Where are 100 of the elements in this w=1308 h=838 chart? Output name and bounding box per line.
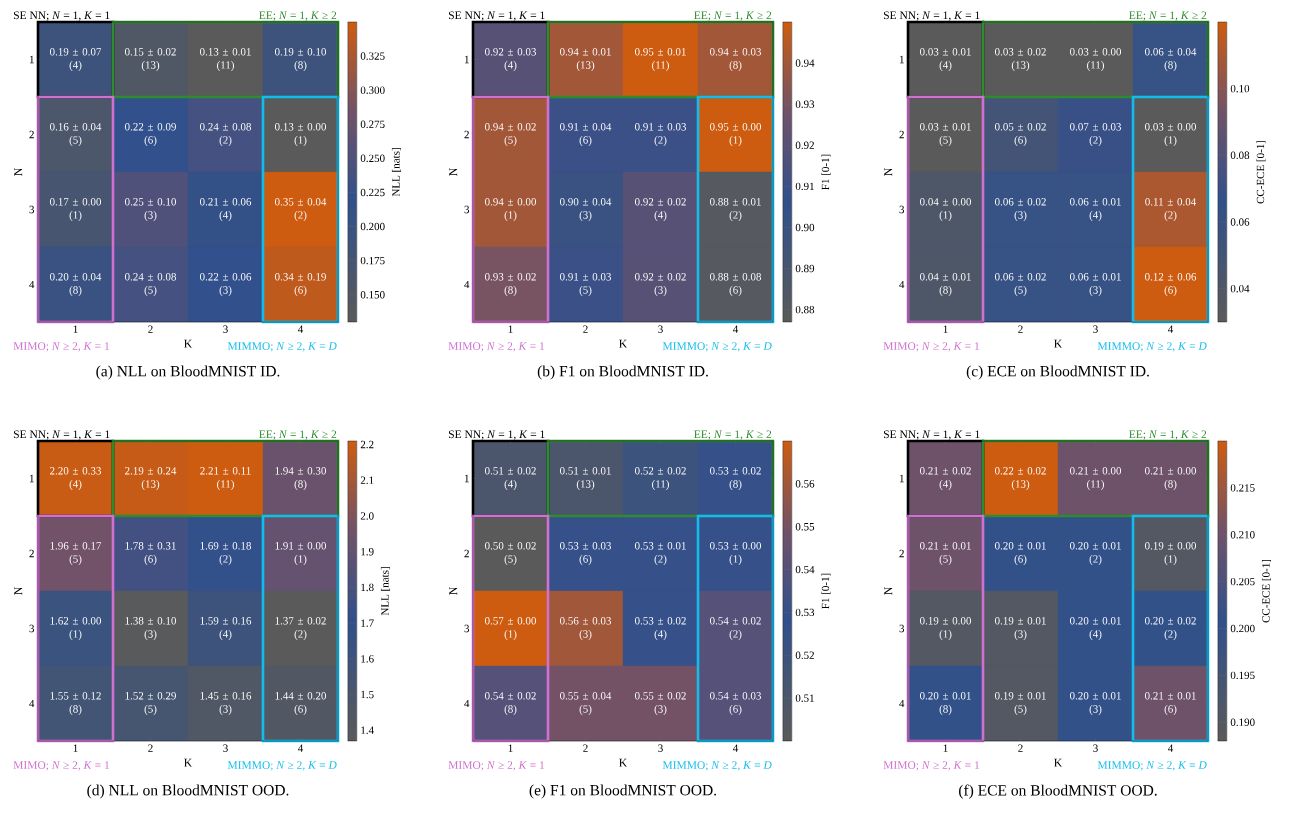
data-label: 1.78 ± 0.31 (6)	[125, 542, 176, 565]
data-label: 0.04 ± 0.00 (1)	[920, 198, 972, 221]
data-label: 0.19 ± 0.00 (1)	[1145, 542, 1197, 565]
data-label: 0.20 ± 0.02 (2)	[1145, 617, 1196, 640]
data-label: 0.92 ± 0.03 (4)	[484, 48, 537, 71]
color-bar-label: 0.10	[1230, 84, 1250, 93]
y-tick-label: 2	[899, 549, 904, 558]
text: MIMO; N ≥ 2, K = 1	[448, 342, 545, 352]
text: MIMO; N ≥ 2, K = 1	[13, 342, 110, 352]
x-tick-label: 3	[223, 325, 228, 333]
color-bar-label: 0.04	[1230, 284, 1250, 293]
data-label: 0.19 ± 0.10 (8)	[274, 48, 327, 71]
data-label: 0.88 ± 0.08 (6)	[709, 273, 762, 296]
x-tick-label: 3	[223, 744, 228, 752]
x-tick-label: 4	[1167, 744, 1174, 752]
data-label: 0.03 ± 0.00 (1)	[1145, 123, 1197, 146]
x-tick-label: 3	[1093, 744, 1098, 752]
text: MIMMO; N ≥ 2, K = D	[227, 342, 337, 352]
data-label: 0.05 ± 0.02 (6)	[995, 123, 1046, 146]
y-tick-label: 1	[899, 55, 904, 64]
data-label: 0.19 ± 0.01 (5)	[995, 692, 1046, 715]
x-tick-label: 4	[1167, 325, 1174, 333]
color-bar-label: 0.53	[795, 608, 815, 617]
data-label: 0.07 ± 0.03 (2)	[1070, 123, 1122, 146]
text: EE; N = 1, K ≥ 2	[694, 430, 772, 440]
data-label: 0.21 ± 0.02 (4)	[920, 467, 971, 490]
data-label: 1.59 ± 0.16 (4)	[200, 617, 252, 640]
color-bar-label: 0.200	[360, 222, 385, 231]
data-label: 1.45 ± 0.16 (3)	[200, 692, 252, 715]
color-bar-title: CC-ECE [0-1]	[1261, 559, 1272, 623]
y-axis-title: N	[884, 586, 893, 595]
data-label: 0.12 ± 0.06 (6)	[1145, 273, 1197, 296]
y-tick-label: 3	[29, 205, 35, 214]
color-bar-label: 1.7	[361, 619, 374, 627]
color-bar-label: 0.275	[360, 120, 385, 128]
color-bar-label: 1.8	[361, 583, 374, 592]
text: (a) NLL on BloodMNIST ID.	[96, 365, 280, 380]
data-label: 0.56 ± 0.03 (3)	[559, 617, 612, 640]
text: (d) NLL on BloodMNIST OOD.	[87, 784, 289, 799]
y-tick-label: 1	[29, 474, 34, 483]
data-label: 0.94 ± 0.02 (5)	[484, 123, 536, 146]
text: SE NN; N = 1, K = 1	[448, 430, 545, 440]
data-label: 0.22 ± 0.09 (6)	[124, 123, 176, 146]
y-tick-label: 2	[464, 130, 469, 139]
color-bar-label: 2.0	[360, 512, 374, 520]
data-label: 1.96 ± 0.17 (5)	[50, 542, 102, 565]
data-label: 2.20 ± 0.33 (4)	[50, 467, 102, 490]
data-label: 0.91 ± 0.03 (2)	[634, 123, 687, 146]
color-bar-label: 0.93	[795, 100, 815, 108]
x-tick-label: 2	[583, 744, 588, 752]
x-tick-label: 1	[73, 325, 78, 333]
color-bar-label: 0.89	[795, 264, 815, 273]
color-bar-title: CC-ECE [0-1]	[1256, 140, 1266, 204]
data-label: 0.19 ± 0.00 (1)	[920, 617, 972, 640]
data-label: 0.03 ± 0.01 (4)	[920, 48, 971, 71]
x-tick-label: 2	[148, 744, 153, 752]
data-label: 0.91 ± 0.04 (6)	[559, 123, 612, 146]
data-label: 0.92 ± 0.02 (3)	[634, 273, 686, 296]
data-label: 0.06 ± 0.04 (8)	[1145, 48, 1197, 71]
color-bar-label: 0.210	[1230, 531, 1255, 539]
text: (e) F1 on BloodMNIST OOD.	[529, 784, 717, 799]
text: MIMMO; N ≥ 2, K = D	[1097, 761, 1207, 771]
color-bar-title: NLL [nats]	[380, 567, 391, 616]
color-bar-title: F1 [0-1]	[821, 573, 831, 609]
y-tick-label: 3	[464, 205, 470, 214]
text: EE; N = 1, K ≥ 2	[1129, 11, 1207, 21]
x-tick-label: 2	[1018, 325, 1023, 333]
y-tick-label: 4	[29, 280, 35, 289]
data-label: 1.94 ± 0.30 (8)	[275, 467, 327, 490]
data-label: 0.34 ± 0.19 (6)	[274, 273, 326, 296]
data-label: 1.38 ± 0.10 (3)	[125, 617, 177, 640]
data-label: 0.21 ± 0.01 (5)	[920, 542, 971, 565]
x-tick-label: 3	[1093, 325, 1098, 333]
color-bar-label: 0.94	[795, 59, 815, 67]
data-label: 0.24 ± 0.08 (5)	[124, 273, 177, 296]
text: (f) ECE on BloodMNIST OOD.	[959, 784, 1157, 799]
data-label: 0.21 ± 0.00 (11)	[1070, 467, 1122, 490]
y-tick-label: 3	[29, 624, 35, 633]
y-tick-label: 1	[464, 55, 469, 64]
data-label: 0.20 ± 0.01 (8)	[920, 692, 971, 715]
data-label: 0.54 ± 0.02 (8)	[484, 692, 536, 715]
color-bar-label: 0.250	[360, 154, 385, 163]
color-bar-label: 0.175	[360, 256, 385, 265]
data-label: 0.04 ± 0.01 (8)	[920, 273, 971, 296]
y-tick-label: 3	[899, 624, 905, 633]
data-label: 0.95 ± 0.01 (11)	[634, 48, 686, 71]
data-label: 0.50 ± 0.02 (5)	[484, 542, 536, 565]
data-label: 0.24 ± 0.08 (2)	[199, 123, 252, 146]
y-tick-label: 2	[899, 130, 904, 139]
data-label: 0.22 ± 0.06 (3)	[199, 273, 252, 296]
color-bar-label: 0.205	[1230, 577, 1255, 586]
data-label: 1.44 ± 0.20 (6)	[275, 692, 327, 715]
data-label: 0.53 ± 0.01 (2)	[634, 542, 686, 565]
text: EE; N = 1, K ≥ 2	[1129, 430, 1207, 440]
color-bar-label: 0.300	[360, 86, 385, 94]
data-label: 0.19 ± 0.07 (4)	[49, 48, 102, 71]
data-label: 1.91 ± 0.00 (1)	[275, 542, 327, 565]
color-bar-label: 0.92	[795, 141, 814, 150]
data-label: 0.13 ± 0.00 (1)	[274, 123, 327, 146]
x-tick-label: 3	[658, 325, 663, 333]
